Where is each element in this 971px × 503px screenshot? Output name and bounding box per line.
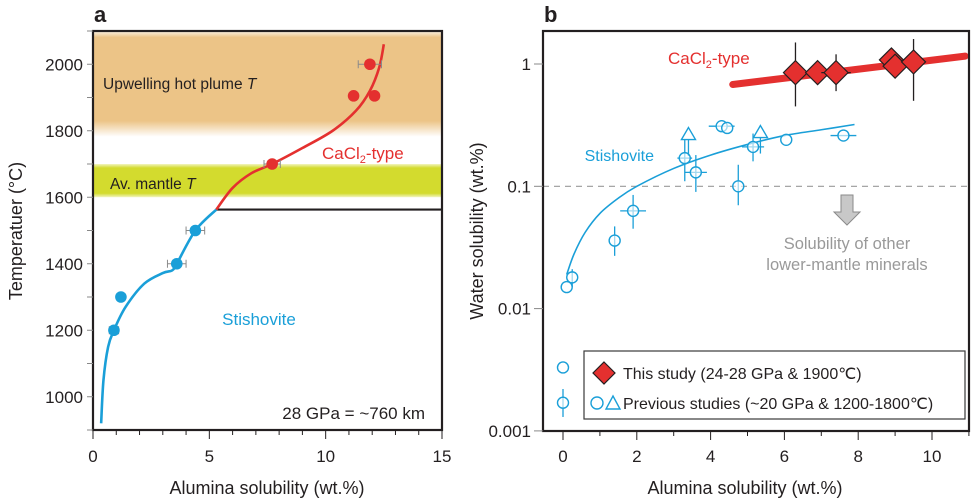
panel-b-points xyxy=(556,39,927,417)
previous-study-circle xyxy=(721,121,734,135)
data-point xyxy=(108,324,120,337)
this-study-diamond xyxy=(804,59,831,86)
panel-a-cacl2-label: CaCl2-type xyxy=(322,144,404,166)
x-tick-label: 10 xyxy=(923,447,942,466)
legend-previous-studies: Previous studies (~20 GPa & 1200-1800℃) xyxy=(623,396,933,413)
x-tick-label: 15 xyxy=(433,447,452,466)
y-tick-label: 1000 xyxy=(45,388,83,407)
panel-b-fit-line-cacl2 xyxy=(729,52,969,88)
other-minerals-line1: Solubility of other xyxy=(784,235,911,253)
plume-band-label: Upwelling hot plume T xyxy=(103,76,258,93)
this-study-diamond xyxy=(782,59,809,86)
x-tick-label: 4 xyxy=(706,447,715,466)
y-tick-label: 1200 xyxy=(45,321,83,340)
x-tick-label: 0 xyxy=(558,447,567,466)
cacl2-suffix: -type xyxy=(712,49,750,68)
y-tick-label: 0.01 xyxy=(498,300,531,319)
previous-study-circle xyxy=(556,361,570,374)
mantle-band xyxy=(93,164,442,198)
panel-b-cacl2-label: CaCl2-type xyxy=(668,49,750,71)
panel-a-x-axis: 0 5 10 15 xyxy=(88,430,451,466)
previous-study-triangle xyxy=(752,124,769,139)
x-tick-label: 5 xyxy=(205,447,214,466)
cacl2-prefix: CaCl xyxy=(322,144,360,163)
previous-study-circle xyxy=(556,396,570,409)
panel-a-curve-cacl2 xyxy=(215,44,386,211)
panel-a: a Upwelling hot plume T Av. mantle T 0 5 10… xyxy=(6,2,451,498)
previous-study-circle xyxy=(837,129,850,142)
cacl2-prefix: CaCl xyxy=(668,49,706,68)
cacl2-suffix: -type xyxy=(366,144,404,163)
legend-diamond-icon xyxy=(592,361,616,385)
previous-study-circle xyxy=(746,140,760,154)
previous-study-triangle xyxy=(680,126,697,141)
down-arrow-icon xyxy=(832,194,862,226)
y-tick-label: 2000 xyxy=(45,55,83,74)
panel-b-stishovite-label: Stishovite xyxy=(585,148,654,165)
previous-study-circle xyxy=(626,204,640,218)
data-point xyxy=(189,224,202,237)
panel-a-pressure-note: 28 GPa = ~760 km xyxy=(282,404,425,423)
data-point xyxy=(115,291,127,303)
mantle-band-label-italic: T xyxy=(186,176,197,193)
previous-study-circle xyxy=(732,180,745,193)
x-tick-label: 10 xyxy=(316,447,335,466)
previous-study-circle xyxy=(689,166,703,179)
data-point xyxy=(364,58,376,71)
panel-a-stishovite-label: Stishovite xyxy=(222,310,296,329)
plume-band-label-italic: T xyxy=(247,76,258,93)
panel-a-y-axis: 1000 1200 1400 1600 1800 2000 xyxy=(45,30,93,431)
this-study-diamond xyxy=(900,49,927,75)
cacl2-subscript: 2 xyxy=(360,154,366,166)
panel-b-label: b xyxy=(544,2,557,27)
legend-circle-icon xyxy=(590,396,604,410)
panel-a-label: a xyxy=(94,2,107,27)
previous-study-circle xyxy=(566,271,579,284)
this-study-diamond xyxy=(823,59,849,86)
previous-study-circle xyxy=(678,151,691,165)
panel-b: b 0 2 4 6 8 10 0.001 0.01 0.1 1 Alumina solubili… xyxy=(467,2,971,498)
other-minerals-line2: lower-mantle minerals xyxy=(766,256,927,274)
previous-study-circle xyxy=(780,133,793,147)
data-point xyxy=(347,90,360,102)
legend-triangle-icon xyxy=(604,394,622,410)
y-tick-label: 0.1 xyxy=(507,177,531,196)
x-tick-label: 6 xyxy=(780,447,789,466)
x-tick-label: 0 xyxy=(88,447,97,466)
data-point xyxy=(368,90,381,102)
panel-b-x-axis: 0 2 4 6 8 10 xyxy=(558,431,970,466)
y-tick-label: 1 xyxy=(522,55,531,74)
panel-b-y-axis: 0.001 0.01 0.1 1 xyxy=(488,55,543,441)
data-point xyxy=(170,257,183,270)
previous-study-circle xyxy=(608,234,621,247)
panel-a-curves xyxy=(99,44,386,424)
panel-a-band-labels: Upwelling hot plume T Av. mantle T xyxy=(103,76,258,193)
y-tick-label: 1400 xyxy=(45,255,83,274)
panel-b-y-label: Water solubility (wt.%) xyxy=(467,142,487,319)
x-tick-label: 8 xyxy=(853,447,862,466)
panel-a-points xyxy=(108,58,383,337)
legend: This study (24-28 GPa & 1900℃) Previous … xyxy=(583,350,966,420)
panel-a-bands xyxy=(93,31,442,198)
panel-a-x-label: Alumina solubility (wt.%) xyxy=(169,478,364,498)
x-tick-label: 2 xyxy=(632,447,641,466)
mantle-band-label: Av. mantle T xyxy=(110,176,197,193)
legend-box xyxy=(583,350,966,420)
legend-this-study: This study (24-28 GPa & 1900℃) xyxy=(623,366,862,383)
panel-a-curve-stishovite xyxy=(99,208,218,424)
panel-b-x-label: Alumina solubility (wt.%) xyxy=(647,478,842,498)
y-tick-label: 1600 xyxy=(45,188,83,207)
panel-a-y-label: Temperatuer (°C) xyxy=(6,162,26,300)
panel-b-frame xyxy=(541,29,971,433)
data-point xyxy=(266,158,278,170)
y-tick-label: 1800 xyxy=(45,122,83,141)
y-tick-label: 0.001 xyxy=(488,422,531,441)
cacl2-subscript: 2 xyxy=(706,59,712,71)
